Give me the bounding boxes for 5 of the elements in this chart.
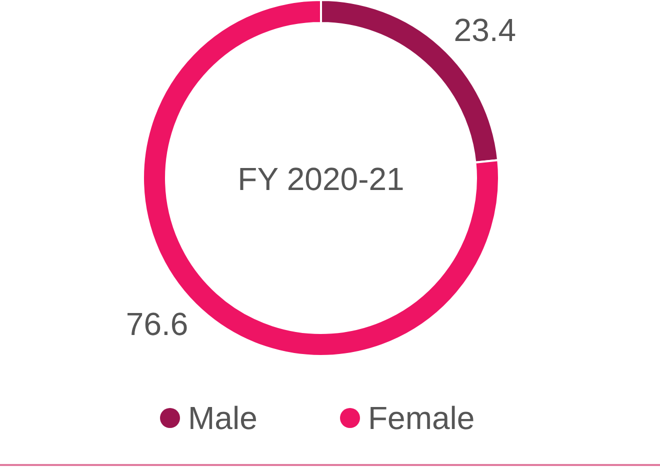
legend-label: Male	[188, 400, 258, 436]
data-label: 76.6	[126, 306, 188, 342]
data-label: 23.4	[454, 12, 516, 48]
text: FY 2020-21	[238, 161, 404, 197]
legend-label: Female	[368, 400, 475, 436]
